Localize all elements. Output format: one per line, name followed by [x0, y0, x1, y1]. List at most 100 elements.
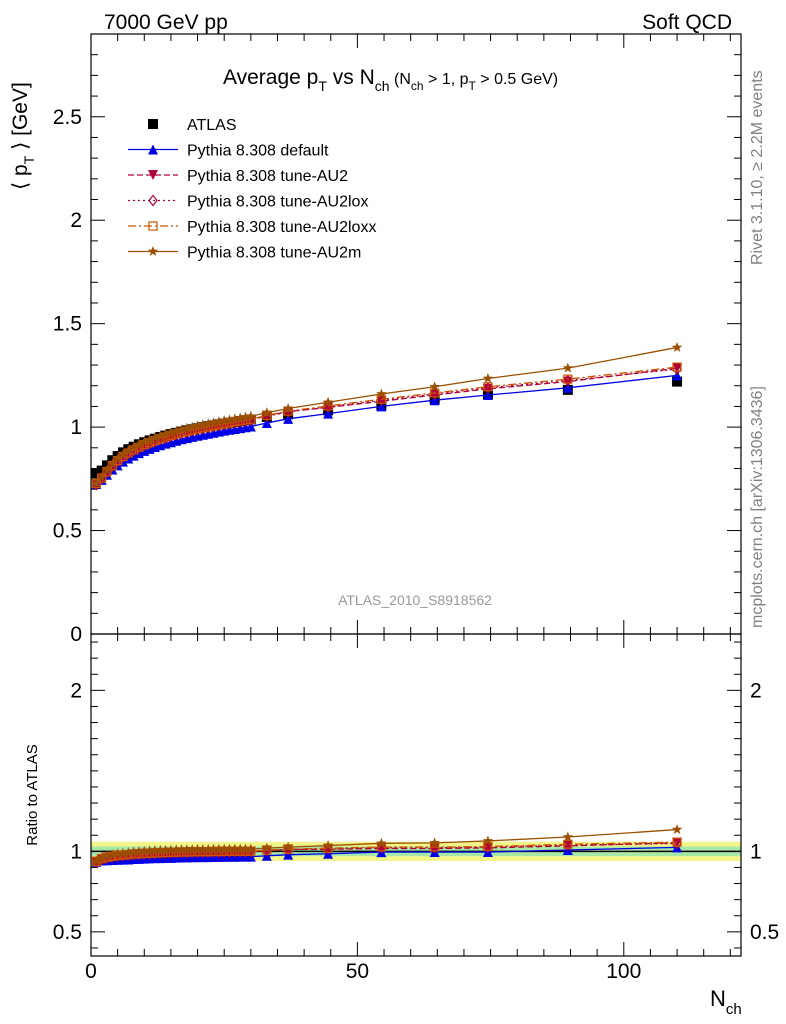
ratio-data-point	[213, 843, 225, 854]
y-tick-label: 1.5	[53, 313, 82, 336]
ratio-data-point	[672, 837, 682, 847]
header-left: 7000 GeV pp	[104, 11, 228, 34]
ratio-data-point	[482, 835, 494, 846]
data-point	[197, 419, 209, 430]
data-point	[133, 439, 145, 449]
series-0	[91, 376, 683, 479]
data-point	[429, 395, 440, 406]
legend-marker	[148, 221, 158, 231]
y-tick-label: 2	[70, 209, 82, 232]
legend-label: Pythia 8.308 tune-AU2lox	[187, 194, 368, 211]
ratio-data-point	[171, 844, 182, 855]
data-point	[176, 424, 187, 434]
data-point	[562, 362, 574, 373]
legend-entry: Pythia 8.308 tune-AU2m	[128, 245, 361, 262]
data-point	[155, 430, 166, 441]
ratio-data-point	[149, 845, 161, 855]
legend-marker	[148, 170, 158, 180]
mcplots-label: mcplots.cern.ch [arXiv:1306.3436]	[749, 386, 766, 628]
ratio-data-point	[245, 843, 257, 854]
data-point	[246, 414, 256, 427]
ratio-data-point	[429, 837, 440, 848]
data-point	[234, 412, 246, 423]
data-point	[323, 408, 334, 419]
ratio-y-tick-label-right: 1	[750, 840, 762, 863]
data-point	[429, 388, 440, 400]
x-tick-label: 100	[606, 960, 641, 983]
y-tick-label: 1	[70, 416, 82, 439]
ratio-data-point	[283, 843, 293, 856]
analysis-watermark: ATLAS_2010_S8918562	[338, 592, 492, 608]
ratio-data-point	[117, 847, 129, 858]
legend: ATLAS Pythia 8.308 default Pythia 8.308 tu…	[128, 117, 376, 262]
data-point	[208, 417, 219, 428]
ratio-data-point	[192, 843, 203, 854]
ratio-y-tick-label: 2	[70, 679, 82, 702]
data-point	[101, 464, 113, 475]
series-1	[91, 370, 683, 867]
ratio-data-point	[133, 846, 145, 856]
ratio-data-point	[187, 844, 198, 854]
data-point	[262, 410, 272, 423]
ratio-data-point	[322, 840, 334, 850]
ratio-data-point	[219, 843, 230, 854]
data-point	[123, 445, 134, 456]
ratio-data-point	[323, 842, 333, 855]
legend-marker	[148, 119, 158, 129]
data-point	[429, 381, 440, 392]
data-point	[213, 416, 225, 427]
y-tick-label: 0	[70, 623, 82, 646]
ratio-y-axis-label: Ratio to ATLAS	[24, 744, 41, 845]
ratio-data-point	[197, 843, 209, 854]
data-point	[165, 427, 177, 437]
data-point	[128, 441, 139, 452]
legend-marker	[147, 246, 159, 256]
ratio-data-point	[96, 852, 107, 863]
data-point	[91, 468, 102, 479]
ratio-data-point	[234, 843, 246, 854]
data-point	[181, 422, 193, 433]
y-axis-label: ⟨ pT ⟩ [GeV]	[9, 82, 37, 190]
legend-marker	[148, 194, 158, 207]
data-point	[672, 376, 683, 387]
ratio-data-point	[240, 843, 251, 854]
ratio-frame	[90, 633, 742, 957]
data-point	[117, 448, 129, 459]
series-layer	[91, 341, 683, 869]
chart-title: Average pT vs Nch (Nch > 1, pT > 0.5 GeV…	[223, 66, 558, 94]
series-line	[95, 346, 678, 484]
data-point	[144, 434, 155, 445]
series-5	[91, 341, 683, 866]
legend-marker	[148, 144, 158, 155]
y-tick-label: 2.5	[53, 106, 82, 129]
ratio-data-point	[181, 844, 193, 855]
legend-label: Pythia 8.308 default	[187, 143, 329, 160]
legend-entry: Pythia 8.308 tune-AU2loxx	[128, 219, 376, 236]
legend-label: Pythia 8.308 tune-AU2loxx	[187, 219, 376, 236]
data-point	[482, 390, 493, 401]
ratio-data-point	[165, 844, 177, 855]
ratio-data-point	[483, 841, 493, 854]
legend-entry: Pythia 8.308 default	[128, 143, 329, 160]
data-point	[112, 453, 123, 464]
data-point	[282, 403, 294, 413]
header-right: Soft QCD	[642, 11, 732, 34]
ratio-data-point	[160, 844, 171, 855]
ratio-data-point	[562, 831, 574, 842]
ratio-data-point	[107, 849, 118, 860]
data-point	[376, 401, 387, 412]
ratio-data-point	[112, 848, 123, 859]
ratio-data-point	[176, 844, 187, 855]
data-point	[483, 382, 493, 392]
data-point	[562, 382, 573, 393]
data-point	[672, 362, 682, 372]
data-point	[102, 466, 112, 479]
data-point	[240, 411, 251, 422]
legend-entry: Pythia 8.308 tune-AU2	[128, 168, 348, 185]
ratio-data-point	[229, 843, 241, 854]
legend-label: Pythia 8.308 tune-AU2	[187, 168, 348, 185]
ratio-data-point	[123, 847, 134, 858]
data-point	[672, 370, 683, 381]
ratio-data-point	[671, 824, 683, 834]
